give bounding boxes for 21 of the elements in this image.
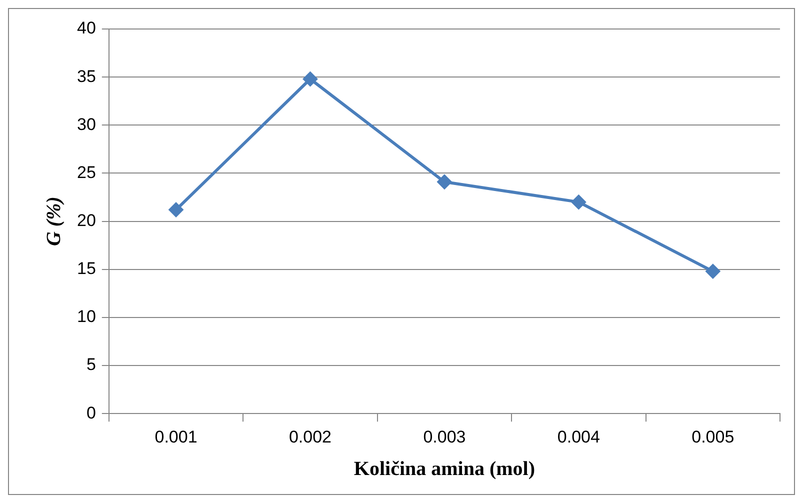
x-tick-label: 0.004 [557,427,600,446]
x-axis-title: Količina amina (mol) [354,458,536,480]
x-tick-label: 0.001 [154,427,198,446]
point [302,72,318,86]
y-tick-label: 35 [76,66,96,86]
point [705,264,720,279]
x-tick-label: 0.003 [423,427,466,446]
y-axis-title: G (%) [43,196,66,246]
y-tick-label: 0 [86,403,96,422]
y-tick-label: 20 [76,210,96,230]
y-tick-label: 30 [76,114,96,134]
y-tick-label: 25 [76,162,96,182]
x-tick-label: 0.005 [692,427,734,446]
y-tick-label: 40 [76,18,96,38]
point [571,194,586,210]
y-tick-label: 10 [76,307,96,326]
point [436,174,452,190]
y-tick-label: 15 [76,259,96,278]
point [168,202,184,218]
x-tick-label: 0.002 [288,427,332,446]
y-tick-label: 5 [86,355,96,374]
